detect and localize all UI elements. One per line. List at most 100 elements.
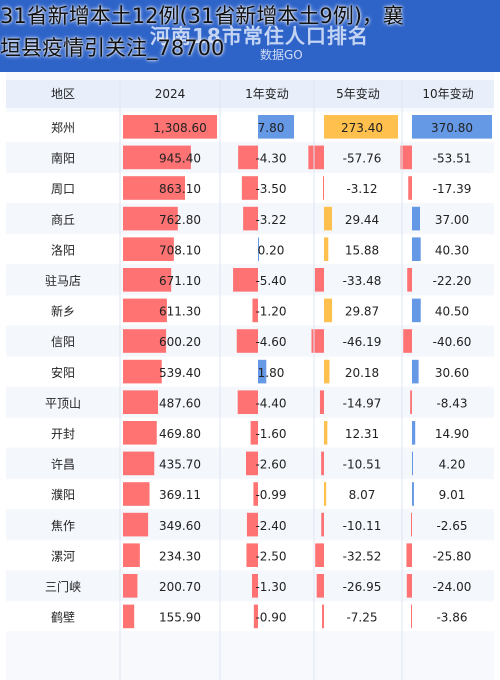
region-label: 许昌 bbox=[51, 458, 75, 472]
bar-10yr bbox=[412, 206, 420, 231]
bar-2024 bbox=[123, 543, 140, 567]
value-1yr: -4.40 bbox=[255, 396, 286, 410]
banner-source: 数据GO bbox=[260, 48, 303, 62]
value-2024: 539.40 bbox=[159, 366, 201, 380]
column-header: 1年变动 bbox=[245, 86, 289, 101]
bar-1yr bbox=[258, 359, 267, 384]
region-label: 安阳 bbox=[51, 365, 75, 380]
bar-1yr bbox=[243, 206, 258, 231]
value-1yr: -0.90 bbox=[255, 611, 286, 625]
value-10yr: 40.30 bbox=[435, 243, 469, 257]
value-5yr: -10.11 bbox=[343, 519, 382, 533]
value-5yr: -33.48 bbox=[343, 274, 382, 288]
bar-1yr bbox=[252, 298, 258, 323]
bar-1yr bbox=[236, 329, 258, 353]
value-10yr: 30.60 bbox=[435, 366, 469, 380]
column-header: 地区 bbox=[51, 87, 75, 101]
bar-2024 bbox=[123, 482, 150, 506]
region-label: 洛阳 bbox=[51, 242, 75, 257]
region-label: 开封 bbox=[51, 427, 75, 441]
bar-2024 bbox=[123, 574, 138, 598]
bar-10yr bbox=[412, 298, 421, 323]
bar-2024 bbox=[123, 359, 162, 384]
table-row bbox=[6, 234, 494, 264]
banner: 河南18市常住人口排名 数据GO bbox=[0, 0, 500, 72]
value-1yr: -5.40 bbox=[255, 274, 286, 288]
banner-title: 河南18市常住人口排名 bbox=[150, 24, 369, 48]
bar-1yr bbox=[246, 451, 258, 476]
value-10yr: -8.43 bbox=[436, 396, 467, 410]
value-2024: 1,308.60 bbox=[153, 121, 206, 135]
table-card: 地区 2024 1年变动 5年变动 10年变动 郑州 1,308.60 7.80 273.40 3… bbox=[6, 72, 494, 680]
table-row bbox=[6, 601, 494, 632]
bar-10yr bbox=[411, 512, 412, 537]
bar-10yr bbox=[412, 115, 492, 139]
bar-10yr bbox=[412, 451, 413, 476]
table-row bbox=[6, 479, 494, 509]
column-header: 5年变动 bbox=[336, 86, 380, 101]
value-1yr: -4.30 bbox=[255, 152, 286, 166]
bar-2024 bbox=[123, 298, 167, 323]
value-5yr: -26.95 bbox=[343, 580, 382, 594]
bar-10yr bbox=[412, 421, 416, 445]
bar-10yr bbox=[408, 176, 412, 200]
value-10yr: -17.39 bbox=[433, 182, 472, 196]
region-label: 漯河 bbox=[51, 549, 75, 563]
bar-2024 bbox=[123, 451, 155, 476]
value-10yr: 14.90 bbox=[435, 427, 469, 441]
region-label: 濮阳 bbox=[51, 487, 75, 502]
table-row bbox=[6, 356, 494, 387]
bar-5yr bbox=[324, 237, 329, 261]
region-label: 三门峡 bbox=[45, 579, 81, 594]
bar-2024 bbox=[123, 145, 191, 170]
headline-line-2: 垣县疫情引关注_78700 bbox=[0, 36, 225, 60]
headline-overlay: 31省新增本土12例(31省新增本土9例)，襄 垣县疫情引关注_78700 bbox=[0, 0, 500, 72]
bar-2024 bbox=[123, 115, 217, 139]
bar-1yr bbox=[258, 115, 294, 139]
value-5yr: -10.51 bbox=[343, 458, 382, 472]
bar-1yr bbox=[233, 268, 258, 292]
value-5yr: -14.97 bbox=[343, 396, 382, 410]
bar-10yr bbox=[410, 390, 412, 414]
value-10yr: 370.80 bbox=[431, 121, 473, 135]
value-1yr: 1.80 bbox=[258, 366, 285, 380]
bar-5yr bbox=[324, 298, 333, 323]
value-10yr: -40.60 bbox=[433, 335, 472, 349]
value-5yr: -46.19 bbox=[343, 335, 382, 349]
value-2024: 435.70 bbox=[159, 458, 201, 472]
bar-5yr bbox=[323, 176, 324, 200]
bar-10yr bbox=[412, 237, 421, 261]
bar-10yr bbox=[406, 543, 412, 567]
bar-5yr bbox=[311, 329, 324, 353]
table-row bbox=[6, 571, 494, 601]
value-2024: 945.40 bbox=[159, 152, 201, 166]
bar-5yr bbox=[324, 482, 327, 506]
value-1yr: -3.50 bbox=[255, 182, 286, 196]
bar-2024 bbox=[123, 512, 149, 537]
region-label: 平顶山 bbox=[45, 396, 81, 410]
bar-2024 bbox=[123, 237, 174, 261]
bar-2024 bbox=[123, 604, 135, 629]
value-2024: 600.20 bbox=[159, 335, 201, 349]
value-2024: 611.30 bbox=[159, 305, 201, 319]
value-2024: 671.10 bbox=[159, 274, 201, 288]
value-2024: 469.80 bbox=[159, 427, 201, 441]
region-label: 信阳 bbox=[51, 335, 75, 349]
bar-1yr bbox=[250, 421, 258, 445]
value-10yr: 40.50 bbox=[435, 305, 469, 319]
value-2024: 349.60 bbox=[159, 519, 201, 533]
bar-5yr bbox=[324, 115, 398, 139]
value-10yr: -2.65 bbox=[436, 519, 467, 533]
value-10yr: -3.86 bbox=[436, 611, 467, 625]
value-10yr: -25.80 bbox=[433, 549, 472, 563]
bar-2024 bbox=[123, 268, 172, 292]
bar-10yr bbox=[403, 329, 412, 353]
bar-2024 bbox=[123, 421, 157, 445]
bar-2024 bbox=[123, 329, 167, 353]
region-label: 鹤壁 bbox=[51, 610, 75, 625]
bar-5yr bbox=[314, 268, 324, 292]
table-row bbox=[6, 295, 494, 326]
bar-5yr bbox=[316, 574, 324, 598]
value-2024: 369.11 bbox=[159, 488, 201, 502]
